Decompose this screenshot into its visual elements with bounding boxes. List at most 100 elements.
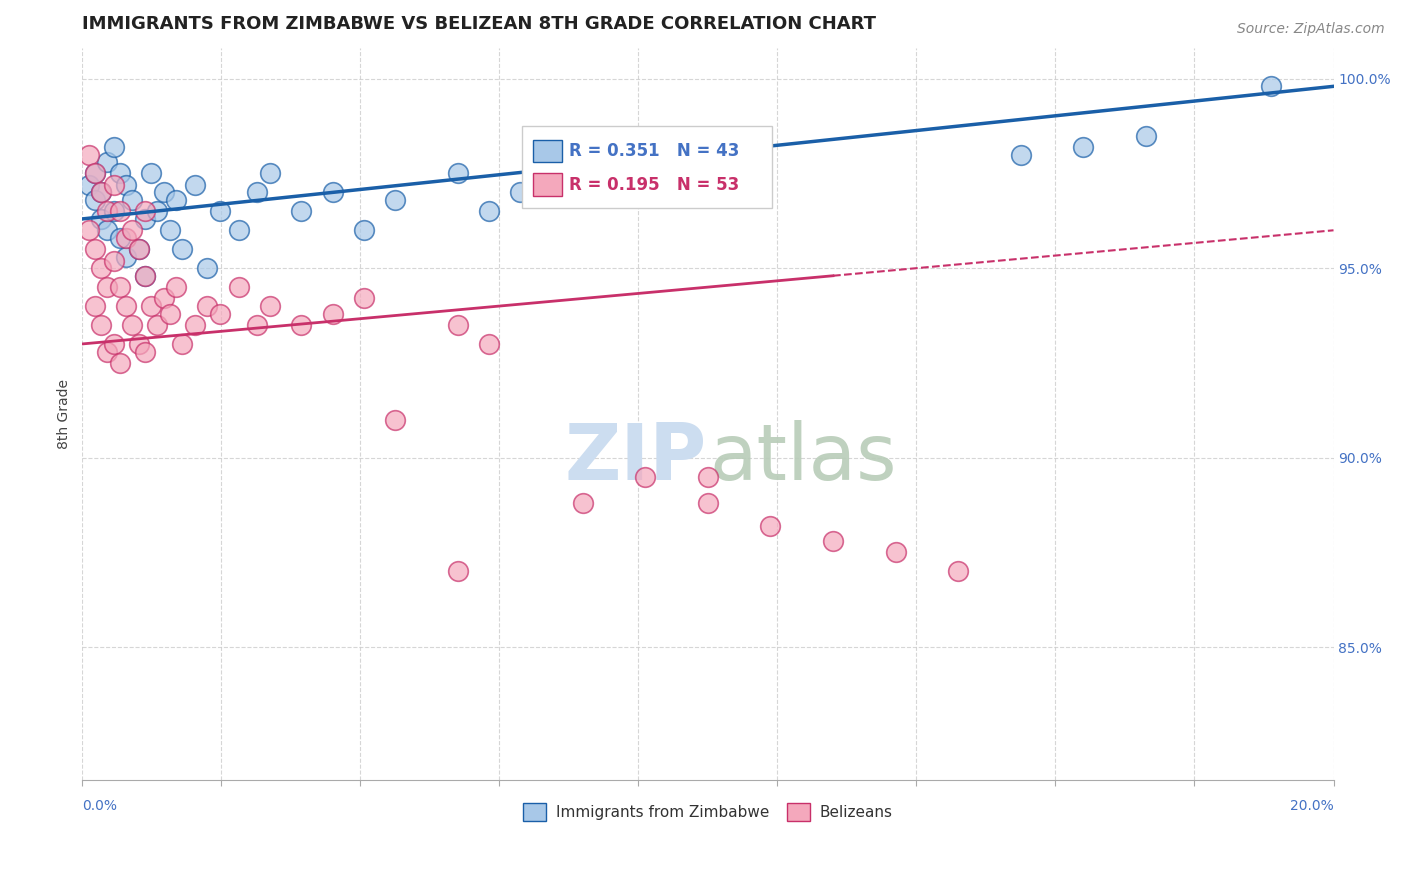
- Point: [108, 166, 131, 180]
- Text: Source: ZipAtlas.com: Source: ZipAtlas.com: [1237, 22, 1385, 37]
- Point: [159, 307, 181, 321]
- Point: [103, 140, 125, 154]
- Point: [134, 211, 156, 226]
- Point: [128, 242, 150, 256]
- Point: [634, 469, 657, 483]
- Point: [197, 261, 219, 276]
- Text: atlas: atlas: [709, 420, 897, 496]
- Point: [103, 204, 125, 219]
- Point: [134, 204, 156, 219]
- Point: [115, 299, 138, 313]
- Point: [696, 496, 718, 510]
- Point: [108, 280, 131, 294]
- Point: [571, 496, 593, 510]
- Point: [121, 223, 143, 237]
- Point: [90, 211, 112, 226]
- Point: [134, 268, 156, 283]
- Point: [96, 223, 118, 237]
- Point: [96, 204, 118, 219]
- Point: [290, 318, 312, 332]
- Text: 20.0%: 20.0%: [1289, 798, 1333, 813]
- Point: [696, 166, 718, 180]
- Point: [108, 356, 131, 370]
- Point: [1010, 147, 1032, 161]
- Text: IMMIGRANTS FROM ZIMBABWE VS BELIZEAN 8TH GRADE CORRELATION CHART: IMMIGRANTS FROM ZIMBABWE VS BELIZEAN 8TH…: [83, 15, 876, 33]
- Point: [159, 223, 181, 237]
- Point: [77, 147, 100, 161]
- Point: [1260, 79, 1282, 94]
- Point: [77, 178, 100, 192]
- Point: [96, 280, 118, 294]
- Point: [509, 186, 531, 200]
- Point: [353, 292, 375, 306]
- Point: [1071, 140, 1094, 154]
- Point: [77, 223, 100, 237]
- Y-axis label: 8th Grade: 8th Grade: [58, 379, 72, 449]
- Point: [83, 166, 105, 180]
- Legend: Immigrants from Zimbabwe, Belizeans: Immigrants from Zimbabwe, Belizeans: [517, 797, 898, 827]
- Point: [634, 155, 657, 169]
- Point: [259, 166, 281, 180]
- Point: [115, 250, 138, 264]
- Point: [353, 223, 375, 237]
- Point: [83, 193, 105, 207]
- Point: [90, 186, 112, 200]
- Point: [759, 518, 782, 533]
- Point: [696, 469, 718, 483]
- Point: [134, 268, 156, 283]
- Point: [322, 307, 344, 321]
- Point: [146, 204, 169, 219]
- Point: [90, 186, 112, 200]
- Point: [103, 337, 125, 351]
- Text: R = 0.195   N = 53: R = 0.195 N = 53: [569, 176, 740, 194]
- Point: [83, 299, 105, 313]
- Point: [246, 318, 269, 332]
- Point: [821, 533, 844, 548]
- Point: [108, 204, 131, 219]
- Point: [478, 337, 501, 351]
- Text: 0.0%: 0.0%: [83, 798, 117, 813]
- Point: [208, 204, 231, 219]
- Point: [184, 318, 207, 332]
- Point: [121, 193, 143, 207]
- Point: [184, 178, 207, 192]
- Point: [290, 204, 312, 219]
- Point: [165, 280, 187, 294]
- Point: [146, 318, 169, 332]
- Point: [172, 242, 194, 256]
- Point: [571, 178, 593, 192]
- Point: [103, 178, 125, 192]
- Point: [83, 166, 105, 180]
- Point: [128, 242, 150, 256]
- Point: [152, 186, 174, 200]
- Point: [121, 318, 143, 332]
- Point: [172, 337, 194, 351]
- Point: [884, 545, 907, 559]
- Point: [384, 413, 406, 427]
- Point: [946, 564, 969, 578]
- Point: [165, 193, 187, 207]
- Point: [478, 204, 501, 219]
- Point: [259, 299, 281, 313]
- Point: [128, 337, 150, 351]
- Point: [103, 253, 125, 268]
- Point: [139, 299, 162, 313]
- Point: [152, 292, 174, 306]
- Point: [447, 166, 470, 180]
- Point: [90, 261, 112, 276]
- Point: [115, 178, 138, 192]
- Point: [96, 344, 118, 359]
- Point: [134, 344, 156, 359]
- Text: R = 0.351   N = 43: R = 0.351 N = 43: [569, 143, 740, 161]
- Text: ZIP: ZIP: [564, 420, 707, 496]
- Point: [96, 155, 118, 169]
- Point: [447, 318, 470, 332]
- Point: [90, 318, 112, 332]
- Point: [139, 166, 162, 180]
- Point: [108, 231, 131, 245]
- Point: [83, 242, 105, 256]
- Point: [322, 186, 344, 200]
- Point: [1135, 128, 1157, 143]
- Point: [115, 231, 138, 245]
- Point: [228, 280, 250, 294]
